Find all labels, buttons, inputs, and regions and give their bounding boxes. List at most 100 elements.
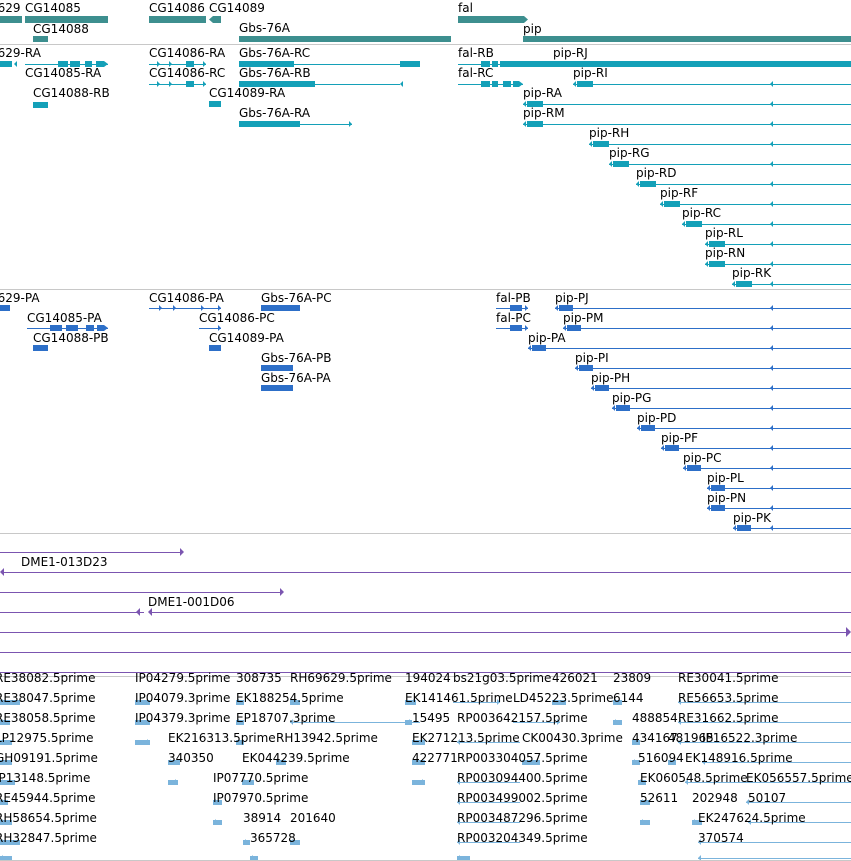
transcript-label[interactable]: pip-RH	[589, 126, 630, 140]
est-block[interactable]	[412, 740, 425, 745]
exon-block[interactable]	[665, 445, 679, 451]
transcript-label[interactable]: pip-RL	[705, 226, 743, 240]
gene-bar[interactable]	[33, 36, 48, 42]
feature-bar[interactable]	[261, 365, 293, 371]
exon-block[interactable]	[577, 81, 593, 87]
protein-label[interactable]: pip-PC	[683, 451, 722, 465]
est-block[interactable]	[412, 780, 425, 785]
exon-block[interactable]	[532, 345, 546, 351]
transcript-label[interactable]: pip-RN	[705, 246, 746, 260]
est-label[interactable]: RH58654.5prime	[0, 811, 97, 825]
est-block[interactable]	[290, 840, 300, 845]
gene-label[interactable]: 9629	[0, 1, 21, 15]
feature-bar[interactable]	[0, 305, 10, 311]
est-label[interactable]: RH32847.5prime	[0, 831, 97, 845]
est-label[interactable]: RE38047.5prime	[0, 691, 96, 705]
feature-bar[interactable]	[86, 325, 94, 331]
est-block[interactable]	[0, 780, 15, 785]
est-label[interactable]: 38914	[243, 811, 282, 825]
exon-block[interactable]	[687, 465, 701, 471]
exon-block[interactable]	[686, 221, 702, 227]
transcript-label[interactable]: pip-RK	[732, 266, 772, 280]
transcript-label[interactable]: pip-RF	[660, 186, 699, 200]
transcript-label[interactable]: Gbs-76A-RB	[239, 66, 311, 80]
feature-bar[interactable]	[209, 345, 221, 351]
est-label[interactable]: RE38058.5prime	[0, 711, 96, 725]
transcript-label[interactable]: pip-RJ	[553, 46, 588, 60]
est-block[interactable]	[276, 760, 286, 765]
exon-block[interactable]	[709, 241, 725, 247]
est-label[interactable]: bs21g03.5prime	[453, 671, 552, 685]
est-label[interactable]: 201640	[290, 811, 336, 825]
protein-label[interactable]: pip-PD	[637, 411, 677, 425]
feature-bar[interactable]	[50, 325, 62, 331]
est-label[interactable]: 370574	[698, 831, 744, 845]
est-block[interactable]	[236, 700, 244, 705]
protein-label[interactable]: pip-PA	[528, 331, 566, 345]
transcript-label[interactable]: CG14086-RC	[149, 66, 226, 80]
exon-block[interactable]	[527, 121, 543, 127]
est-block[interactable]	[405, 700, 416, 705]
exon-block[interactable]	[709, 261, 725, 267]
feature-bar[interactable]	[33, 345, 48, 351]
exon-block[interactable]	[737, 525, 751, 531]
exon-block[interactable]	[25, 16, 108, 23]
feature-bar[interactable]	[186, 81, 194, 87]
est-label[interactable]: RE45944.5prime	[0, 791, 96, 805]
transcript-label[interactable]: CG14088-RB	[33, 86, 110, 100]
est-label[interactable]: 50107	[748, 791, 787, 805]
est-label[interactable]: 202948	[692, 791, 738, 805]
est-label[interactable]: RE38082.5prime	[0, 671, 96, 685]
gene-bar[interactable]	[149, 16, 206, 23]
transcript-label[interactable]: fal-RC	[458, 66, 494, 80]
feature-bar[interactable]	[58, 61, 68, 67]
est-label[interactable]: EK148916.5prime	[685, 751, 793, 765]
transcript-label[interactable]: pip-RG	[609, 146, 650, 160]
gene-label[interactable]: CG14086	[149, 1, 205, 15]
est-label[interactable]: IP13148.5prime	[0, 771, 91, 785]
est-block[interactable]	[243, 840, 250, 845]
exon-block[interactable]	[527, 101, 543, 107]
est-block[interactable]	[640, 800, 650, 805]
protein-label[interactable]: pip-PG	[612, 391, 652, 405]
protein-label[interactable]: pip-PJ	[555, 291, 589, 305]
est-label[interactable]: 516094	[638, 751, 684, 765]
gene-label[interactable]: pip	[523, 22, 542, 36]
est-block[interactable]	[405, 720, 412, 725]
transcript-label[interactable]: CG14086-RA	[149, 46, 226, 60]
est-block[interactable]	[0, 700, 20, 705]
exon-block[interactable]	[33, 102, 48, 108]
est-label[interactable]: IP16522.3prime	[702, 731, 798, 745]
est-block[interactable]	[135, 720, 150, 725]
est-label[interactable]: EK056557.5prime	[746, 771, 851, 785]
est-label[interactable]: RE30041.5prime	[678, 671, 779, 685]
protein-label[interactable]: pip-PK	[733, 511, 772, 525]
exon-block[interactable]	[579, 365, 593, 371]
est-label[interactable]: RE56653.5prime	[678, 691, 779, 705]
exon-block[interactable]	[567, 325, 581, 331]
est-label[interactable]: IP07770.5prime	[213, 771, 309, 785]
est-label[interactable]: IP07970.5prime	[213, 791, 309, 805]
gene-bar[interactable]	[0, 16, 22, 23]
exon-block[interactable]	[593, 141, 609, 147]
est-block[interactable]	[236, 720, 244, 725]
est-label[interactable]: RP003304057.5prime	[457, 751, 588, 765]
exon-block[interactable]	[664, 201, 680, 207]
est-block[interactable]	[457, 856, 470, 861]
est-label[interactable]: 194024	[405, 671, 451, 685]
est-block[interactable]	[135, 740, 150, 745]
est-label[interactable]: 422771	[412, 751, 458, 765]
est-block[interactable]	[0, 740, 12, 745]
exon-block[interactable]	[736, 281, 752, 287]
est-label[interactable]: 481965	[668, 731, 714, 745]
transcript-label[interactable]: Gbs-76A-RA	[239, 106, 311, 120]
est-block[interactable]	[632, 740, 640, 745]
exon-block[interactable]	[458, 16, 528, 23]
exon-block[interactable]	[209, 16, 221, 23]
est-label[interactable]: RP003204349.5prime	[457, 831, 588, 845]
exon-block[interactable]	[513, 81, 523, 87]
transcript-label[interactable]: fal-RB	[458, 46, 494, 60]
feature-bar[interactable]	[261, 385, 293, 391]
gene-label[interactable]: Gbs-76A	[239, 21, 290, 35]
est-label[interactable]: RP003487296.5prime	[457, 811, 588, 825]
